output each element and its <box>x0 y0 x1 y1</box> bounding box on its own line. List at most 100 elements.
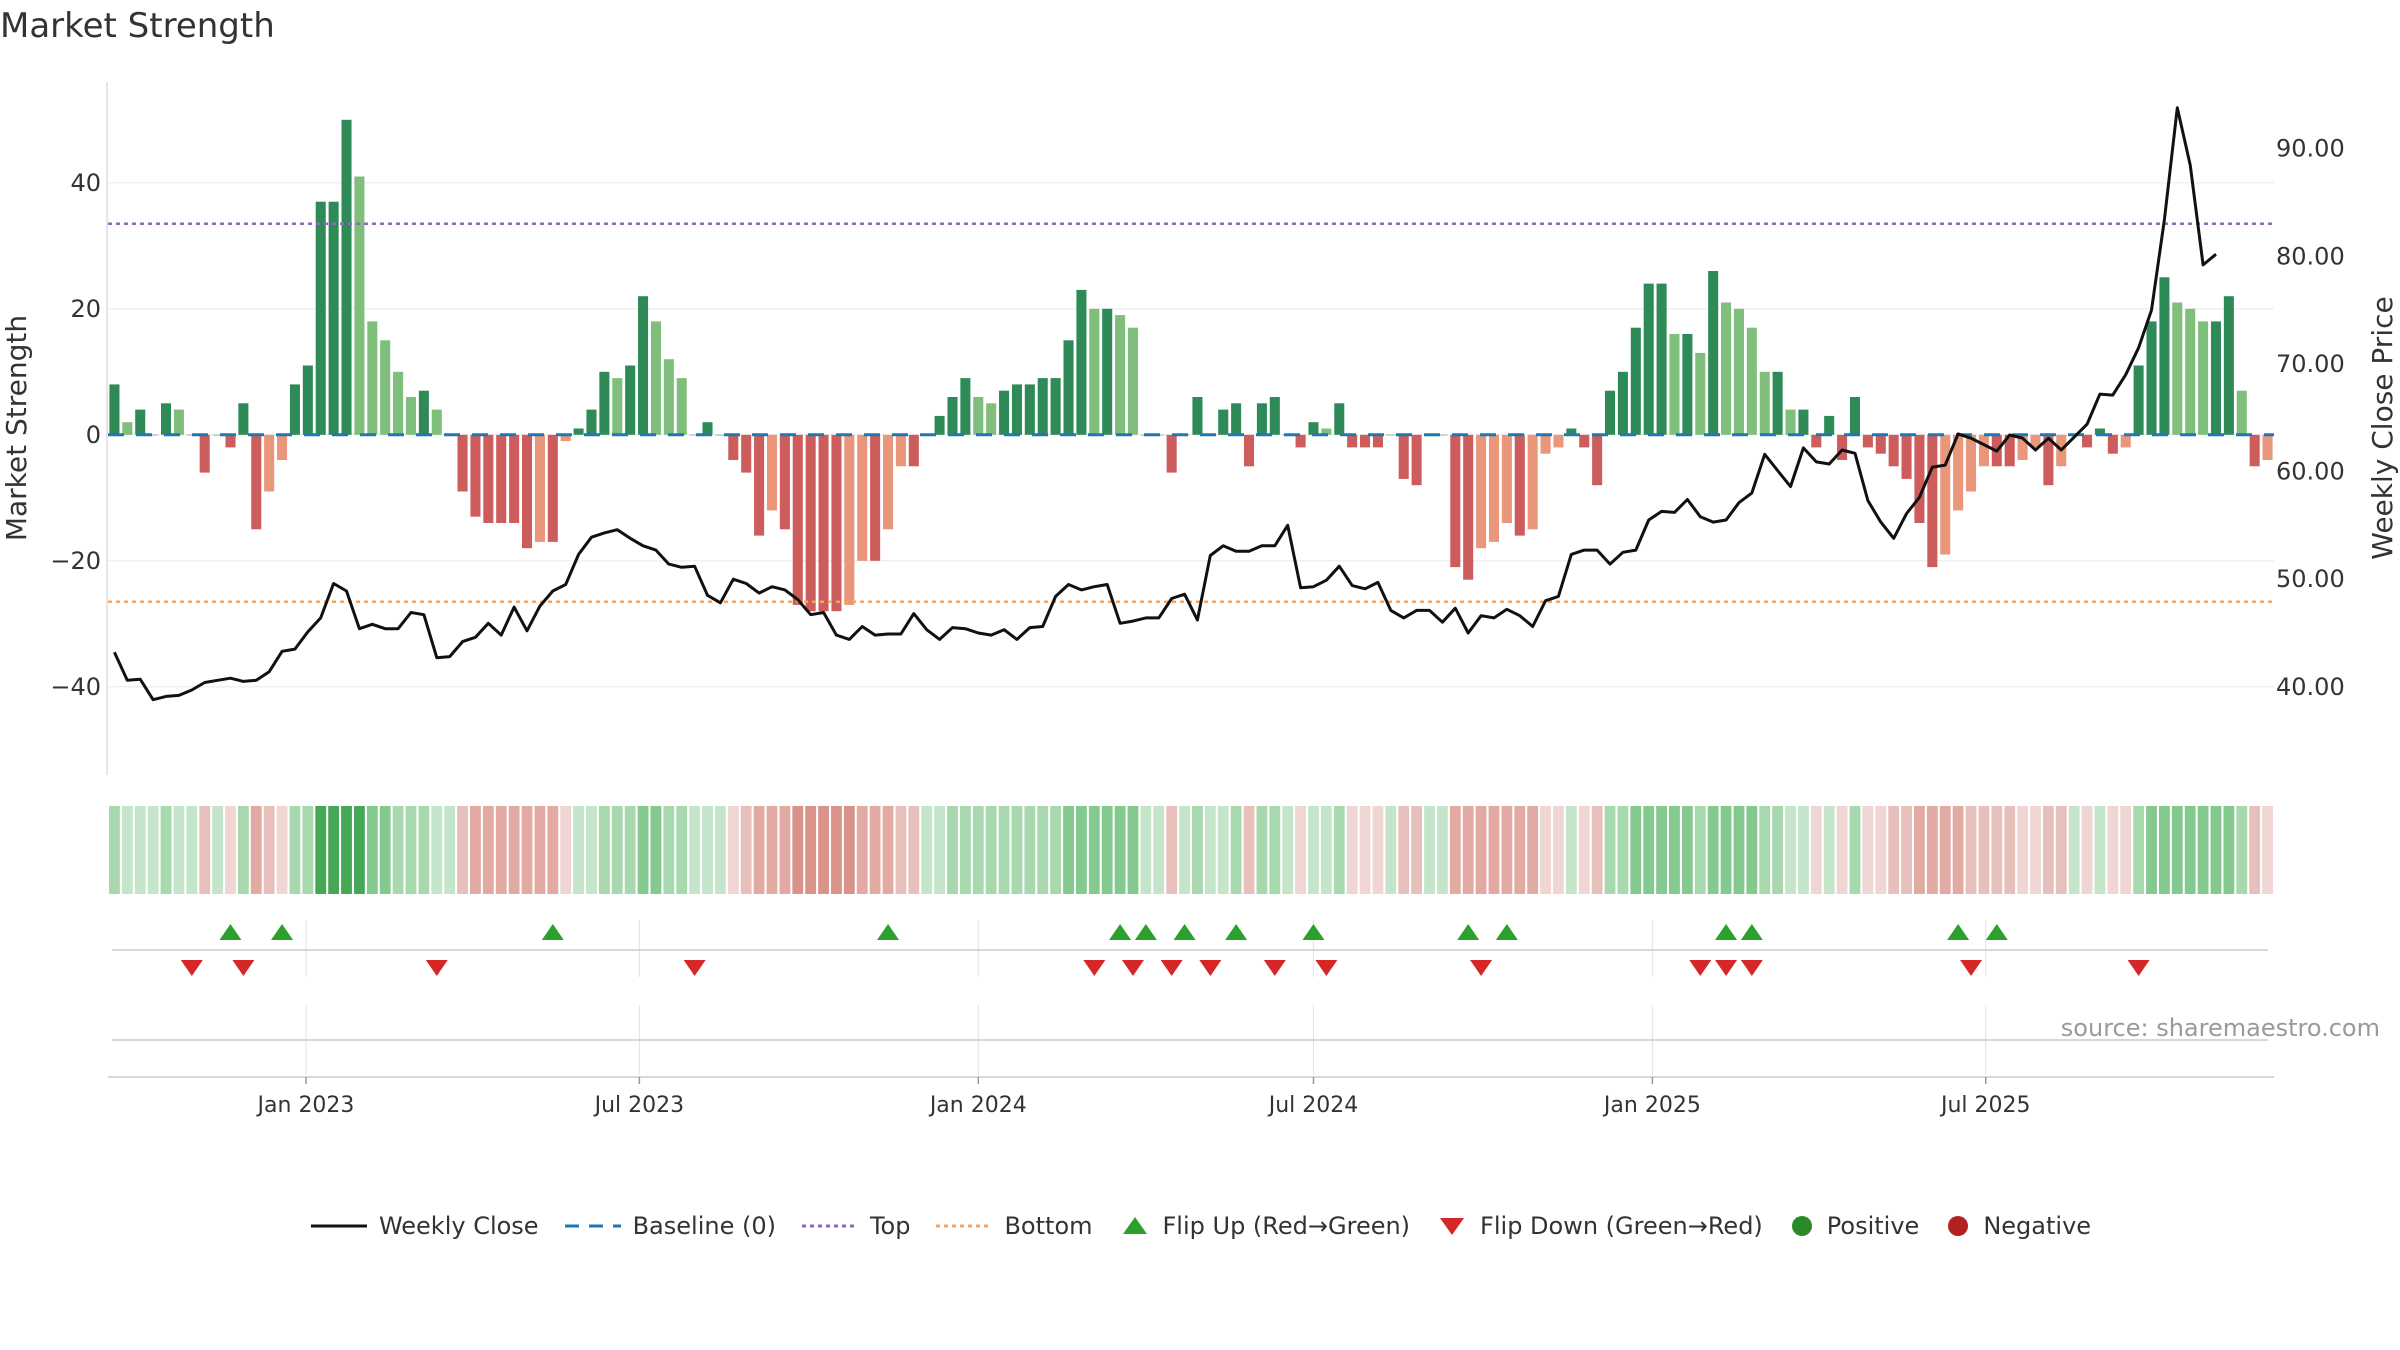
flip-up-marker <box>1740 924 1763 940</box>
flip-up-marker <box>1134 924 1157 940</box>
strength-bar <box>766 434 778 511</box>
flip-down-marker <box>232 960 255 976</box>
strength-bar <box>251 434 262 530</box>
strength-cell <box>1617 806 1629 894</box>
x-tick-label: Jul 2023 <box>593 1093 685 1118</box>
strength-cell <box>650 806 662 894</box>
strength-bar <box>160 403 172 435</box>
strength-cell <box>1488 806 1500 894</box>
strength-cell <box>1527 806 1539 894</box>
triangle-down-icon <box>1440 1218 1465 1235</box>
strength-bar <box>560 434 571 442</box>
legend-label: Negative <box>1983 1212 2092 1240</box>
strength-cell <box>237 806 249 894</box>
strength-bar <box>702 422 713 435</box>
strength-cell <box>160 806 172 894</box>
flip-up-marker <box>1715 924 1738 940</box>
strength-cell <box>1681 806 1693 894</box>
strength-bar <box>1643 283 1654 435</box>
strength-heat-strip <box>109 806 2273 894</box>
strength-cell <box>947 806 958 894</box>
legend: Weekly Close Baseline (0) Top Bottom Fli… <box>0 1206 2400 1246</box>
strength-cell <box>341 806 352 894</box>
legend-label: Flip Down (Green→Red) <box>1480 1212 1763 1240</box>
strength-bar <box>470 434 481 517</box>
strength-bar <box>844 434 855 605</box>
flip-down-marker <box>1315 960 1338 976</box>
strength-bar <box>2107 434 2118 454</box>
strength-cell <box>2004 806 2016 894</box>
strength-cell <box>2055 806 2067 894</box>
legend-item-bottom: Bottom <box>934 1212 1093 1240</box>
strength-bar <box>315 201 326 435</box>
strength-bar <box>1721 302 1732 435</box>
strength-cell <box>1398 806 1410 894</box>
legend-label: Bottom <box>1004 1212 1093 1240</box>
strength-cell <box>882 806 894 894</box>
strength-bar <box>1024 384 1035 435</box>
strength-cell <box>2120 806 2132 894</box>
strength-bar <box>302 365 313 435</box>
strength-cell <box>405 806 417 894</box>
line-swatch-icon <box>310 1224 367 1228</box>
strength-cell <box>869 806 881 894</box>
strength-cell <box>2262 806 2273 894</box>
strength-cell <box>1565 806 1577 894</box>
strength-bar <box>612 378 623 435</box>
legend-item-weekly-close: Weekly Close <box>309 1212 539 1240</box>
strength-bar <box>1669 334 1680 435</box>
strength-cell <box>805 806 817 894</box>
strength-bar <box>2094 428 2105 435</box>
strength-cell <box>2249 806 2261 894</box>
strength-bar <box>341 119 352 435</box>
strength-bar <box>1398 434 1409 479</box>
strength-cell <box>1230 806 1242 894</box>
strength-cell <box>276 806 288 894</box>
strength-bar <box>1811 434 1822 448</box>
strength-cell <box>2184 806 2196 894</box>
strength-cell <box>1810 806 1822 894</box>
y2-tick-label: 60.00 <box>2276 458 2345 486</box>
strength-cell <box>1346 806 1358 894</box>
strength-bar <box>496 434 507 523</box>
strength-bar <box>1733 308 1744 435</box>
strength-cell <box>431 806 443 894</box>
strength-bars-layer <box>109 119 2273 612</box>
strength-cell <box>856 806 868 894</box>
legend-item-flip-up: Flip Up (Red→Green) <box>1117 1212 1410 1240</box>
strength-cell <box>1192 806 1203 894</box>
strength-cell <box>1282 806 1294 894</box>
legend-label: Weekly Close <box>378 1212 539 1240</box>
strength-bar <box>1837 434 1848 460</box>
strength-bar <box>1192 397 1203 435</box>
strength-cell <box>1217 806 1229 894</box>
strength-bar <box>1166 434 1177 473</box>
flip-up-marker <box>1947 924 1970 940</box>
strength-bar <box>1011 384 1022 435</box>
strength-bar <box>1940 434 1951 555</box>
strength-bar <box>534 434 545 542</box>
strength-cell <box>624 806 636 894</box>
strength-bar <box>986 403 997 435</box>
triangle-up-icon <box>1122 1217 1147 1234</box>
strength-bar <box>1476 434 1487 549</box>
strength-bar <box>895 434 906 467</box>
strength-cell <box>1759 806 1771 894</box>
strength-bar <box>2198 321 2209 435</box>
strength-cell <box>1411 806 1423 894</box>
flip-up-marker <box>219 924 242 940</box>
strength-cell <box>1075 806 1087 894</box>
strength-bar <box>1243 434 1255 467</box>
strength-cell <box>495 806 507 894</box>
strength-cell <box>1024 806 1036 894</box>
strength-bar <box>715 434 726 436</box>
strength-bar <box>393 371 404 435</box>
strength-bar <box>2172 302 2183 435</box>
strength-bar <box>2262 434 2273 460</box>
strength-bar <box>857 434 868 561</box>
strength-bar <box>2082 434 2093 448</box>
strength-bar <box>122 422 133 435</box>
strength-bar <box>741 434 752 473</box>
strength-bar <box>2159 277 2170 435</box>
strength-bar <box>1050 378 1061 435</box>
